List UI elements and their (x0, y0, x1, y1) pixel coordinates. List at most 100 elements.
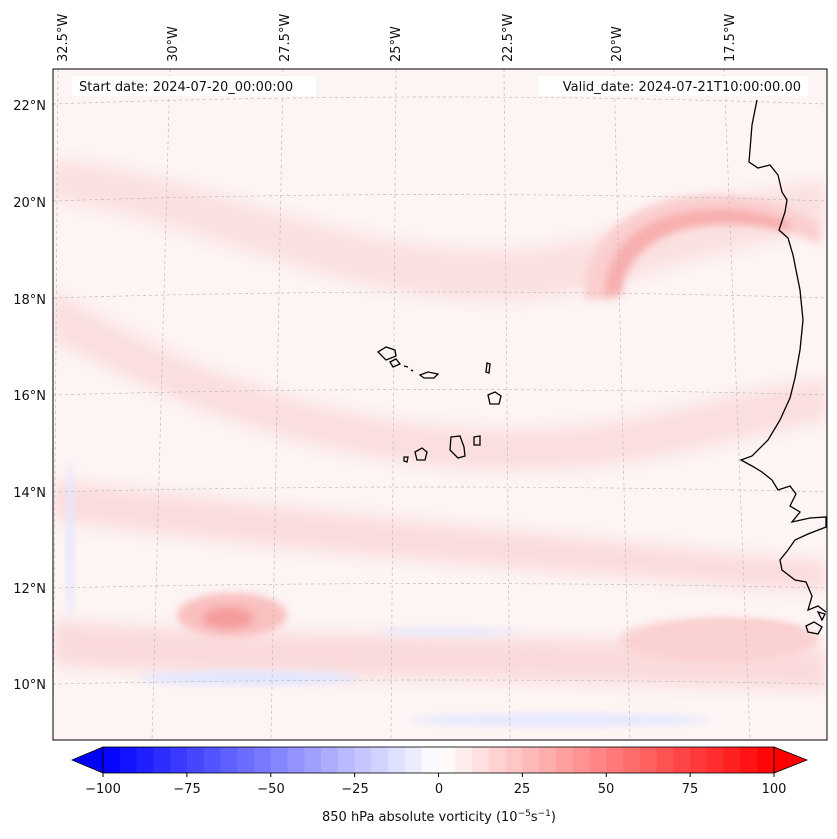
parallel-20N (53, 194, 827, 202)
colorbar-tick-label: 75 (682, 782, 699, 797)
colorbar-segment (321, 747, 339, 773)
longitude-labels: 32.5°W 30°W 27.5°W 25°W 22.5°W 20°W 17.5… (56, 14, 738, 62)
colorbar-segment (170, 747, 188, 773)
colorbar-segment (119, 747, 138, 773)
faint-positive-band-north (53, 160, 827, 300)
colorbar-segment (623, 747, 641, 773)
parallel-10N (53, 679, 827, 685)
latitude-labels: 22°N 20°N 18°N 16°N 14°N 12°N 10°N (13, 99, 46, 693)
colorbar-segment (505, 747, 523, 773)
colorbar-segment (220, 747, 238, 773)
colorbar-segment (203, 747, 222, 773)
colorbar-min-extend (70, 746, 104, 774)
colorbar-segment (673, 747, 691, 773)
meridian-25W (390, 69, 397, 740)
colorbar-segment (388, 747, 406, 773)
colorbar-tick-label: −50 (257, 782, 284, 797)
colorbar-title-close: ) (551, 810, 556, 825)
colorbar-title: 850 hPa absolute vorticity (10−5s−1) (322, 809, 556, 825)
colorbar-segment (404, 747, 423, 773)
parallel-12N (53, 583, 827, 589)
parallel-16N (53, 389, 827, 396)
meridian-22.5W (503, 69, 511, 740)
colorbar-segment (706, 747, 725, 773)
cape-verde-santiago (449, 435, 466, 459)
colorbar-segment (555, 747, 574, 773)
vorticity-band-northeast-core (605, 209, 790, 295)
colorbar-segment (740, 747, 758, 773)
colorbar-segment (589, 747, 607, 773)
meridian-32.5W (53, 69, 59, 740)
negative-vorticity-streak-west (66, 460, 74, 620)
map-panel: Start date: 2024-07-20_00:00:00 Valid_da… (13, 14, 828, 741)
colorbar-segment (304, 747, 322, 773)
colorbar-segment (639, 747, 658, 773)
colorbar-segment (354, 747, 373, 773)
colorbar-tick-label: 0 (435, 782, 443, 797)
africa-coastline (739, 99, 827, 613)
colorbar-segment (723, 747, 742, 773)
colorbar-segment (488, 747, 507, 773)
vorticity-field (53, 69, 827, 740)
colorbar-segment (337, 747, 356, 773)
colorbar-title-exp2: −1 (538, 809, 551, 819)
lat-label-14N: 14°N (13, 486, 46, 501)
colorbar-segment (572, 747, 591, 773)
valid-date-label: Valid_date: 2024-07-21T10:00:00.00 (563, 80, 801, 95)
colorbar-segment (287, 747, 305, 773)
colorbar-segment (153, 747, 171, 773)
colorbar-segment (438, 747, 456, 773)
negative-vorticity-streak-mid-south (380, 628, 520, 636)
lat-label-18N: 18°N (13, 293, 46, 308)
map-frame (52, 68, 828, 741)
lon-label-30W: 30°W (166, 26, 181, 62)
colorbar-tick-labels: −100 −75 −50 −25 0 25 50 75 100 (85, 782, 786, 797)
cape-verde-santa-luzia (403, 365, 414, 372)
colorbar-segment (656, 747, 674, 773)
meridian-30W (151, 69, 171, 740)
gridlines (53, 69, 827, 740)
bissagos-islands (805, 610, 826, 635)
colorbar-title-unit: s (531, 810, 538, 825)
vorticity-maximum-west-core (202, 607, 254, 629)
colorbar-title-exp1: −5 (518, 809, 531, 819)
parallel-22N (53, 96, 827, 105)
colorbar-segment (522, 747, 540, 773)
faint-positive-band-central (53, 290, 827, 470)
cape-verde-maio (473, 435, 481, 446)
cape-verde-sal (485, 362, 491, 374)
colorbar-tick-label: −100 (85, 782, 121, 797)
colorbar-segment (270, 747, 289, 773)
lat-label-12N: 12°N (13, 582, 46, 597)
lat-label-16N: 16°N (13, 389, 46, 404)
lon-label-32.5W: 32.5°W (56, 14, 71, 62)
cape-verde-brava (403, 456, 409, 463)
cape-verde-fogo (414, 447, 428, 461)
colorbar-tick-label: 25 (514, 782, 531, 797)
colorbar-max-extend (773, 746, 809, 774)
colorbar-segment (371, 747, 389, 773)
start-date-box (72, 76, 316, 96)
colorbar-tick-label: −75 (173, 782, 200, 797)
cape-verde-santo-antao (376, 346, 397, 361)
parallel-18N (53, 291, 827, 299)
colorbar-segment (455, 747, 473, 773)
parallel-14N (53, 486, 827, 493)
meridian-17.5W (723, 69, 751, 740)
cape-verde-sao-nicolau (418, 371, 440, 379)
colorbar-segment (539, 747, 557, 773)
lat-label-10N: 10°N (13, 678, 46, 693)
colorbar-tick-marks (102, 773, 775, 777)
lat-label-22N: 22°N (13, 99, 46, 114)
colorbar-tick-label: 100 (762, 782, 787, 797)
vorticity-band-southeast-outer (620, 618, 820, 662)
valid-date-box (538, 76, 808, 96)
faint-positive-band-lower (53, 480, 827, 590)
negative-vorticity-streak-south (140, 671, 360, 685)
lon-label-27.5W: 27.5°W (278, 14, 293, 62)
coastlines (376, 99, 827, 635)
meridian-27.5W (270, 69, 284, 740)
meridian-20W (613, 69, 631, 740)
colorbar-segment (103, 747, 121, 773)
colorbar-segment (690, 747, 708, 773)
